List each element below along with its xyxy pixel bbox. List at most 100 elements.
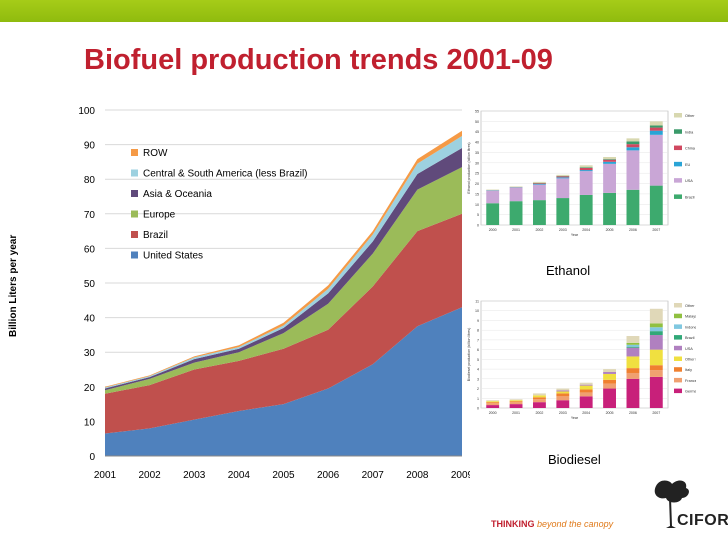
bar-malaysia-2006 bbox=[626, 342, 640, 345]
plot-frame bbox=[480, 300, 669, 409]
bar-brazil-2007 bbox=[649, 185, 663, 225]
bar-france-2003 bbox=[556, 396, 570, 401]
bar-brazil-2002 bbox=[533, 200, 546, 225]
bar-usa-2004 bbox=[579, 384, 593, 386]
legend-swatch-china bbox=[674, 145, 682, 151]
x-tick-2003: 2003 bbox=[559, 411, 567, 415]
bar-other-2001 bbox=[509, 399, 523, 401]
x-tick-2002: 2002 bbox=[535, 228, 543, 232]
bar-china-2007 bbox=[649, 127, 663, 131]
legend-label-brazil: Brazil bbox=[143, 230, 168, 241]
bar-germany-2004 bbox=[579, 396, 593, 408]
bar-other-2007 bbox=[649, 121, 663, 126]
bar-other-2005 bbox=[603, 157, 616, 160]
y-tick-20: 20 bbox=[475, 182, 479, 186]
bar-italy-2000 bbox=[486, 402, 500, 404]
bar-brazil-2006 bbox=[626, 346, 640, 348]
bar-china-2005 bbox=[603, 159, 616, 162]
bar-usa-2006 bbox=[626, 347, 640, 357]
bar-usa-2003 bbox=[556, 390, 570, 392]
bar-eu-2007 bbox=[649, 130, 663, 135]
bar-china-2002 bbox=[533, 183, 546, 184]
legend-swatch-other-eu-countries bbox=[674, 356, 682, 361]
biodiesel-label: Biodiesel bbox=[548, 452, 601, 467]
legend-swatch-germany bbox=[674, 388, 682, 394]
y-tick-30: 30 bbox=[475, 161, 479, 165]
legend-label-asia-oceania: Asia & Oceania bbox=[143, 189, 212, 200]
bar-germany-2003 bbox=[556, 400, 570, 408]
bar-brazil-2003 bbox=[556, 198, 570, 225]
bar-eu-2003 bbox=[556, 177, 570, 179]
y-tick-10: 10 bbox=[475, 309, 479, 313]
legend-label-other: Other bbox=[685, 114, 695, 118]
x-tick-label-2004: 2004 bbox=[228, 470, 251, 481]
legend-label-germany: Germany bbox=[685, 390, 696, 394]
legend-swatch-italy bbox=[674, 367, 682, 372]
legend-label-eu: EU bbox=[685, 163, 691, 167]
x-tick-2007: 2007 bbox=[652, 411, 660, 415]
legend-swatch-india bbox=[674, 129, 682, 134]
main-chart-y-axis-label: Billion Liters per year bbox=[8, 234, 19, 337]
x-axis-title: Year bbox=[571, 416, 579, 420]
bar-other-2000 bbox=[486, 189, 500, 191]
bar-germany-2001 bbox=[509, 404, 523, 408]
y-tick-label-100: 100 bbox=[78, 106, 95, 117]
bar-malaysia-2007 bbox=[649, 323, 663, 328]
bar-other-2003 bbox=[556, 388, 570, 391]
footer-beyond: beyond the canopy bbox=[537, 519, 614, 529]
legend-label-china: China bbox=[685, 147, 696, 151]
bar-other-eu-countries-2001 bbox=[509, 400, 523, 402]
bar-indonesia-2007 bbox=[649, 327, 663, 332]
area-series-row bbox=[105, 130, 462, 388]
y-tick-label-10: 10 bbox=[84, 417, 96, 428]
bar-france-2007 bbox=[649, 370, 663, 377]
ethanol-label: Ethanol bbox=[546, 263, 591, 278]
area-series-europe bbox=[105, 167, 462, 394]
biodiesel-bar-chart: 0 1 2 3 4 5 6 7 8 9 10 11 2000 2001 2002 2003 2004 2005 20… bbox=[467, 300, 717, 421]
legend-swatch-other bbox=[674, 113, 682, 118]
y-tick-9: 9 bbox=[477, 319, 479, 323]
bar-usa-2001 bbox=[509, 187, 523, 202]
main-stacked-area-chart: 0 10 20 30 40 50 60 70 80 90 100 2001 2002 2003 2004 20… bbox=[78, 106, 470, 481]
legend-label-central-south-america-less-brazil: Central & South America (less Brazil) bbox=[143, 169, 308, 180]
y-axis-title: Biodiesel production (billion litres) bbox=[467, 328, 471, 382]
bar-brazil-2007 bbox=[649, 331, 663, 336]
x-tick-label-2009: 2009 bbox=[451, 470, 470, 481]
x-tick-2004: 2004 bbox=[582, 411, 590, 415]
area-series-asia-oceania bbox=[105, 148, 462, 391]
legend-label-united-states: United States bbox=[143, 251, 203, 262]
y-tick-3: 3 bbox=[477, 377, 479, 381]
legend-label-brazil: Brazil bbox=[685, 195, 695, 199]
legend-swatch-other bbox=[674, 303, 682, 308]
y-tick-5: 5 bbox=[477, 358, 479, 362]
bar-other-2003 bbox=[556, 174, 570, 176]
legend-label-other: Other bbox=[685, 304, 695, 308]
legend-label-row: ROW bbox=[143, 148, 168, 159]
x-tick-2006: 2006 bbox=[629, 228, 637, 232]
legend-swatch-row bbox=[131, 149, 138, 156]
legend-swatch-europe bbox=[131, 210, 138, 218]
biodiesel-chart-panel: 0 1 2 3 4 5 6 7 8 9 10 11 2000 2001 2002 2003 2004 2005 20… bbox=[464, 296, 717, 424]
x-axis-title: Year bbox=[571, 233, 579, 237]
bar-brazil-2000 bbox=[486, 203, 500, 225]
bar-germany-2000 bbox=[486, 405, 500, 408]
y-tick-6: 6 bbox=[477, 348, 479, 352]
legend-label-europe: Europe bbox=[143, 210, 176, 221]
bar-usa-2004 bbox=[579, 171, 593, 195]
legend-swatch-brazil bbox=[674, 194, 682, 199]
slide-title: Biofuel production trends 2001-09 bbox=[84, 44, 553, 76]
bar-indonesia-2006 bbox=[626, 344, 640, 347]
bar-other-eu-countries-2002 bbox=[533, 395, 546, 398]
bar-italy-2007 bbox=[649, 365, 663, 371]
bar-france-2001 bbox=[509, 402, 523, 405]
bar-usa-2002 bbox=[533, 184, 546, 201]
y-tick-35: 35 bbox=[475, 151, 479, 155]
top-accent-bar bbox=[0, 0, 728, 22]
x-tick-2004: 2004 bbox=[582, 228, 590, 232]
y-tick-45: 45 bbox=[475, 130, 479, 134]
bar-other-2002 bbox=[533, 181, 546, 183]
legend-swatch-asia-oceania bbox=[131, 190, 138, 197]
plot-frame bbox=[480, 110, 669, 226]
y-tick-label-70: 70 bbox=[84, 210, 96, 221]
y-tick-label-0: 0 bbox=[89, 452, 95, 463]
